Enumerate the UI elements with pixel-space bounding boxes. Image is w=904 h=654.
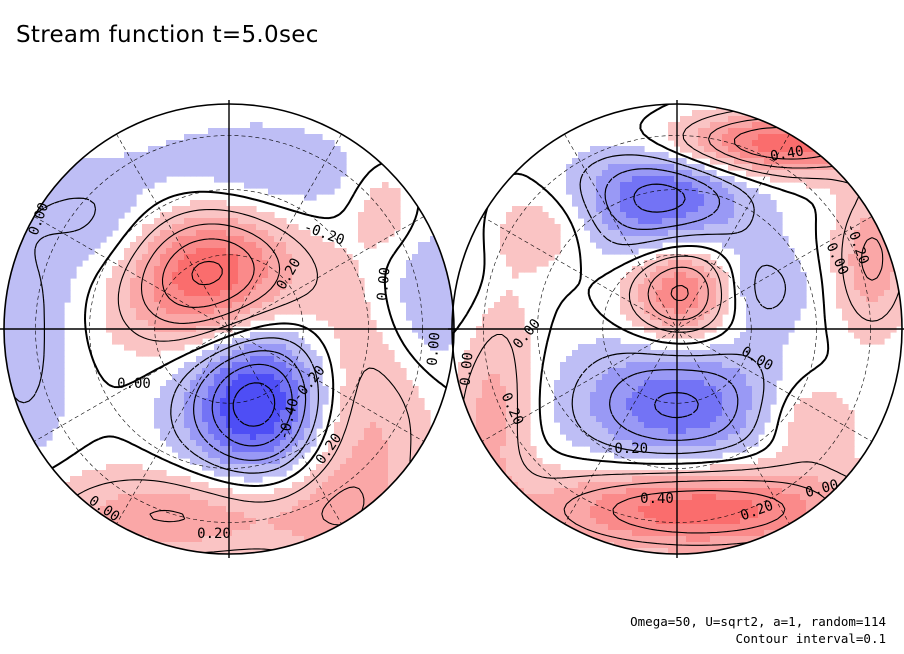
contour-label: 0.00 <box>117 376 151 392</box>
footer-parameters: Omega=50, U=sqrt2, a=1, random=114 <box>630 614 886 629</box>
chart-title: Stream function t=5.0sec <box>16 22 319 48</box>
contour-label: 0.40 <box>769 143 805 165</box>
left-hemisphere: 0.00 -0.200.20 0.000.000.00 -0.20-0.400.200… <box>0 100 458 558</box>
contour-label: 0.00 <box>425 332 444 367</box>
contour-label: -0.20 <box>606 441 648 457</box>
contour-label: 0.00 <box>375 267 394 302</box>
contour-level-0.3 <box>161 238 255 308</box>
contour-level--0.2 <box>604 168 739 441</box>
contour-label: 0.40 <box>640 491 674 507</box>
contour-level--0.4 <box>232 382 276 427</box>
contour-level-0.2 <box>140 223 365 526</box>
contour-level--0.2 <box>193 350 307 461</box>
contour-level--0.1 <box>571 154 787 455</box>
hemisphere-boundary <box>451 103 903 555</box>
contour-label: 0.00 <box>458 352 477 387</box>
contour-level-0.4 <box>191 260 223 286</box>
footer-contour-interval: Contour interval=0.1 <box>735 631 886 646</box>
pole-axes <box>448 100 904 558</box>
contour-level--0.3 <box>633 183 699 419</box>
contour-label: 0.20 <box>197 526 231 542</box>
right-hemisphere: 0.400.00-0.200.000.00 0.00-0.200.200.40 0.… <box>448 100 904 558</box>
pole-axes <box>0 100 458 558</box>
